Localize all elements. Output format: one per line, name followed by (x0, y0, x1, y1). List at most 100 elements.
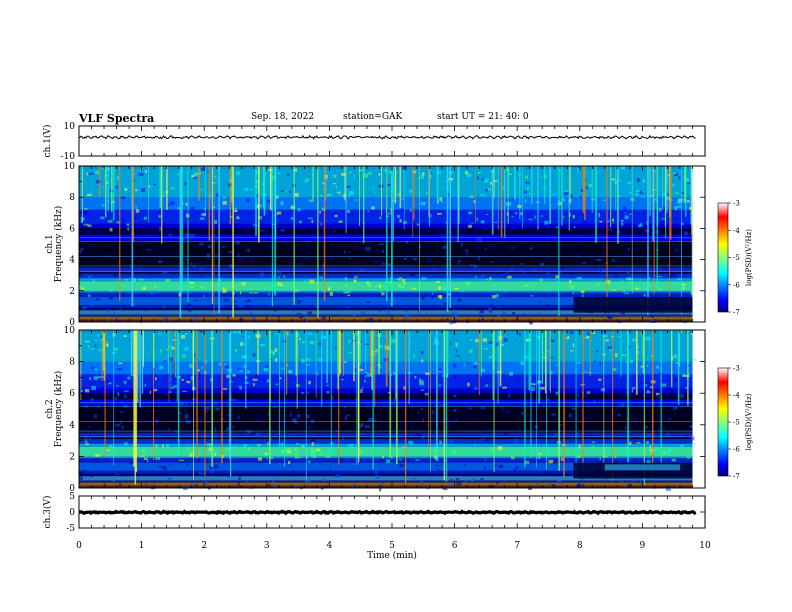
psd-speckle (581, 478, 584, 480)
psd-speckle (94, 339, 99, 341)
psd-speckle (386, 459, 391, 464)
psd-speckle (285, 450, 289, 452)
psd-speckle (140, 321, 143, 324)
psd-speckle (650, 270, 652, 274)
psd-speckle (260, 229, 265, 232)
psd-speckle (646, 365, 649, 367)
psd-speckle (326, 193, 332, 197)
psd-speckle (453, 394, 457, 398)
psd-speckle (621, 354, 627, 357)
psd-speckle (116, 221, 121, 224)
psd-speckle (577, 362, 581, 364)
psd-speckle (236, 238, 238, 242)
psd-speckle (534, 215, 536, 219)
psd-speckle (645, 391, 651, 394)
psd-speckle (343, 284, 346, 287)
psd-speckle (562, 215, 565, 219)
psd-speckle (331, 424, 334, 428)
psd-speckle (504, 289, 506, 292)
psd-speckle (89, 376, 91, 381)
psd-speckle (156, 416, 161, 420)
psd-speckle (257, 457, 263, 461)
frequency-band (79, 319, 693, 322)
psd-speckle (155, 456, 161, 460)
psd-speckle (607, 220, 610, 222)
psd-speckle (270, 457, 274, 460)
psd-speckle (412, 394, 415, 399)
psd-speckle (391, 339, 396, 344)
psd-speckle (485, 188, 488, 192)
psd-speckle (607, 316, 613, 320)
psd-speckle (455, 349, 458, 353)
psd-speckle (405, 240, 409, 244)
psd-speckle (91, 348, 95, 350)
psd-speckle (293, 168, 298, 172)
psd-speckle (332, 396, 334, 400)
psd-speckle (577, 397, 583, 400)
psd-speckle (564, 190, 568, 193)
frequency-band (79, 297, 693, 305)
psd-speckle (287, 173, 290, 176)
psd-speckle (318, 453, 322, 456)
psd-speckle (340, 450, 343, 452)
psd-speckle (468, 349, 473, 353)
psd-speckle (576, 481, 579, 485)
psd-speckle (129, 462, 134, 464)
psd-speckle (182, 354, 186, 358)
psd-speckle (277, 314, 281, 318)
psd-speckle (190, 376, 195, 381)
psd-speckle (538, 453, 542, 455)
psd-speckle (412, 418, 418, 421)
psd-speckle (650, 316, 654, 318)
psd-speckle (551, 462, 557, 464)
frequency-band (79, 432, 693, 438)
psd-speckle (240, 446, 244, 451)
psd-speckle (159, 230, 162, 232)
psd-speckle (242, 335, 244, 338)
psd-speckle (219, 189, 221, 191)
psd-speckle (303, 320, 308, 322)
psd-speckle (454, 287, 459, 290)
psd-speckle (281, 367, 285, 369)
psd-speckle (663, 267, 667, 270)
psd-speckle (251, 316, 256, 321)
psd-speckle (611, 218, 615, 221)
psd-speckle (364, 343, 369, 346)
psd-speckle (528, 487, 532, 491)
psd-speckle (629, 191, 632, 194)
psd-speckle (292, 470, 295, 474)
psd-speckle (351, 446, 356, 449)
frequency-band (79, 457, 693, 474)
psd-speckle (272, 351, 276, 356)
psd-speckle (623, 206, 627, 210)
psd-speckle (88, 172, 94, 175)
x-tick-label: 5 (389, 541, 395, 551)
psd-speckle (314, 378, 317, 380)
psd-speckle (645, 287, 648, 291)
psd-speckle (246, 480, 248, 484)
psd-speckle (238, 304, 243, 307)
psd-speckle (406, 467, 408, 469)
psd-speckle (482, 338, 488, 342)
psd-speckle (189, 403, 194, 406)
psd-speckle (155, 444, 159, 448)
psd-speckle (584, 337, 588, 339)
psd-speckle (123, 380, 127, 383)
psd-speckle (477, 171, 482, 174)
psd-speckle (375, 474, 380, 479)
psd-speckle (205, 411, 209, 413)
psd-speckle (609, 349, 613, 351)
psd-speckle (402, 299, 405, 304)
psd-speckle (582, 266, 584, 270)
psd-speckle (417, 310, 420, 314)
psd-speckle (508, 211, 513, 214)
psd-speckle (586, 333, 588, 337)
psd-speckle (172, 339, 177, 341)
psd-speckle (507, 275, 512, 279)
psd-speckle (599, 220, 603, 223)
psd-speckle (365, 246, 371, 251)
psd-speckle (550, 370, 553, 375)
psd-speckle (673, 281, 678, 284)
psd-speckle (240, 296, 244, 299)
psd-speckle (105, 343, 109, 347)
